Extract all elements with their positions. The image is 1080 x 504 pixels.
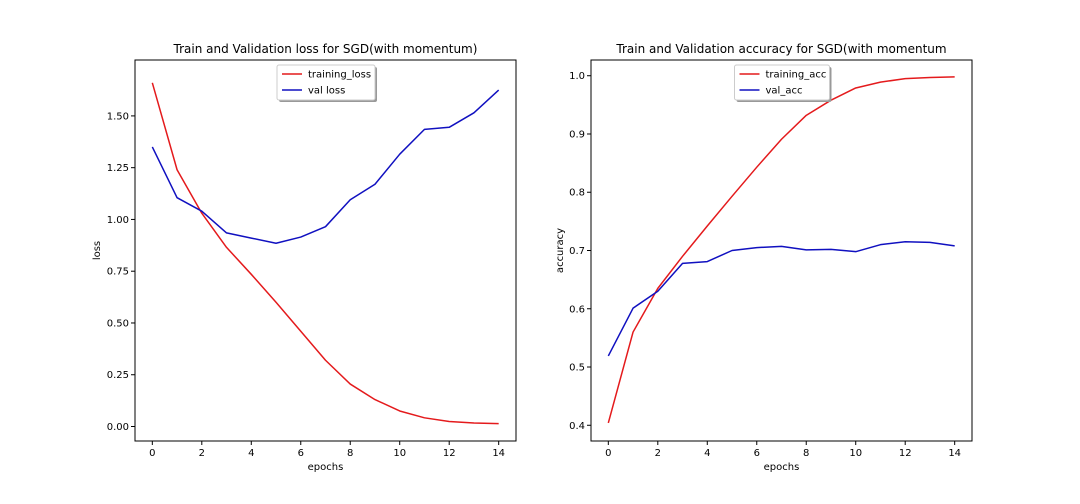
accuracy-plot-frame — [590, 59, 973, 442]
accuracy-y-tick-label: 0.6 — [569, 304, 585, 315]
loss-series-validation-line — [151, 89, 500, 244]
loss-x-tick-label: 12 — [443, 448, 456, 459]
accuracy-y-tick-label: 0.9 — [569, 129, 585, 140]
loss-y-tick-label: 0.50 — [107, 318, 129, 329]
accuracy-y-axis-label: accuracy — [555, 228, 566, 273]
loss-x-tick-label: 4 — [248, 448, 254, 459]
accuracy-x-axis-label: epochs — [764, 462, 800, 473]
loss-y-tick-label: 1.00 — [107, 215, 129, 226]
loss-x-tick-label: 0 — [149, 448, 155, 459]
accuracy-x-tick-label: 4 — [704, 448, 710, 459]
loss-legend-label: val loss — [308, 86, 345, 97]
loss-y-tick-label: 1.25 — [107, 163, 129, 174]
loss-plot-frame — [134, 59, 517, 442]
loss-x-tick-label: 8 — [347, 448, 353, 459]
accuracy-chart-title: Train and Validation accuracy for SGD(wi… — [615, 42, 946, 56]
loss-x-tick-label: 10 — [393, 448, 406, 459]
accuracy-x-tick-label: 10 — [849, 448, 862, 459]
accuracy-x-tick-label: 8 — [803, 448, 809, 459]
accuracy-legend-label: training_acc — [766, 70, 827, 81]
loss-chart: Train and Validation loss for SGD(with m… — [92, 42, 517, 473]
loss-y-tick-label: 0.75 — [107, 267, 129, 278]
accuracy-y-tick-label: 0.5 — [569, 363, 585, 374]
accuracy-y-tick-label: 0.4 — [569, 421, 585, 432]
loss-x-tick-label: 2 — [199, 448, 205, 459]
accuracy-x-tick-label: 14 — [948, 448, 961, 459]
accuracy-x-tick-label: 0 — [605, 448, 611, 459]
loss-x-tick-label: 6 — [298, 448, 304, 459]
loss-y-tick-label: 1.50 — [107, 111, 129, 122]
accuracy-series-validation-line — [607, 241, 955, 357]
loss-y-axis-label: loss — [92, 241, 103, 260]
loss-y-tick-label: 0.00 — [107, 422, 129, 433]
loss-series-training-line — [151, 82, 499, 425]
accuracy-y-tick-label: 1.0 — [569, 71, 585, 82]
loss-x-axis-label: epochs — [308, 462, 344, 473]
accuracy-x-tick-label: 2 — [655, 448, 661, 459]
accuracy-legend-label: val_acc — [766, 86, 803, 97]
accuracy-y-tick-label: 0.8 — [569, 188, 585, 199]
loss-legend-label: training_loss — [308, 70, 371, 81]
loss-x-tick-label: 14 — [492, 448, 505, 459]
accuracy-x-tick-label: 12 — [899, 448, 912, 459]
loss-chart-title: Train and Validation loss for SGD(with m… — [173, 42, 478, 56]
accuracy-series-training-line — [607, 76, 955, 424]
accuracy-chart: Train and Validation accuracy for SGD(wi… — [555, 42, 973, 473]
accuracy-x-tick-label: 6 — [754, 448, 760, 459]
accuracy-y-tick-label: 0.7 — [569, 246, 585, 257]
loss-y-tick-label: 0.25 — [107, 370, 129, 381]
